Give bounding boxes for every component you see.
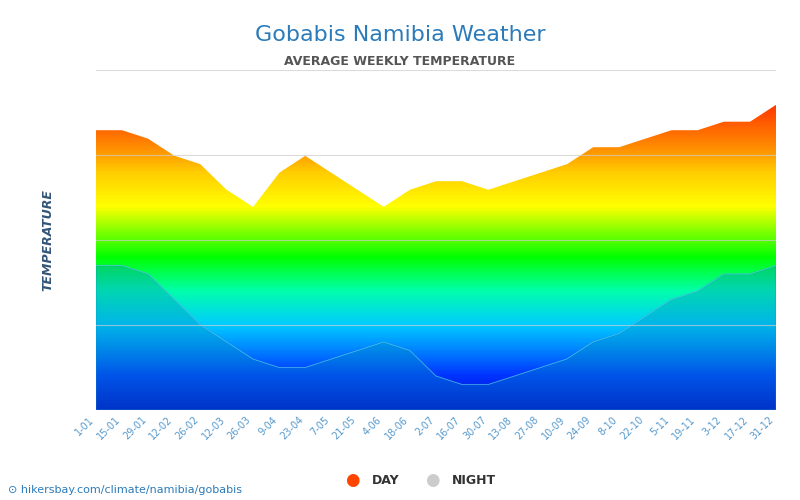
Polygon shape <box>96 266 776 410</box>
Polygon shape <box>96 266 776 410</box>
Polygon shape <box>96 70 776 206</box>
Text: ●: ● <box>425 471 439 489</box>
Text: Gobabis Namibia Weather: Gobabis Namibia Weather <box>254 25 546 45</box>
Text: DAY: DAY <box>372 474 400 486</box>
Text: AVERAGE WEEKLY TEMPERATURE: AVERAGE WEEKLY TEMPERATURE <box>285 55 515 68</box>
Text: TEMPERATURE: TEMPERATURE <box>42 189 55 291</box>
Text: NIGHT: NIGHT <box>452 474 496 486</box>
Text: ●: ● <box>345 471 359 489</box>
Text: ⊙ hikersbay.com/climate/namibia/gobabis: ⊙ hikersbay.com/climate/namibia/gobabis <box>8 485 242 495</box>
